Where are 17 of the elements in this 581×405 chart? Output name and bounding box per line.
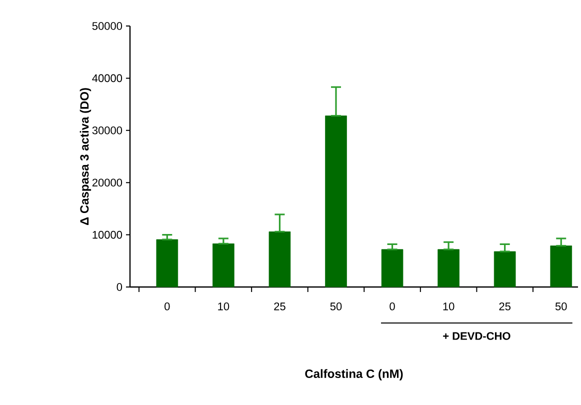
x-tick-label: 10 xyxy=(443,302,454,310)
x-tick-label: 50 xyxy=(555,302,567,310)
y-tick-label: 40000 xyxy=(92,74,122,82)
y-axis-title: Δ Caspasa 3 activa (DO) xyxy=(80,88,92,226)
x-tick-label: 0 xyxy=(164,302,170,310)
x-tick-label: 10 xyxy=(218,302,230,310)
x-tick-label: 50 xyxy=(330,302,342,310)
x-tick-label: 25 xyxy=(499,302,510,310)
y-tick-label: 30000 xyxy=(92,126,122,134)
y-tick-label: 0 xyxy=(116,283,122,291)
x-tick-label: 25 xyxy=(274,302,286,310)
y-tick-label: 20000 xyxy=(92,178,122,186)
x-tick-label: 0 xyxy=(390,302,395,310)
x-axis-title: Calfostina C (nM) xyxy=(305,369,403,380)
text: + DEVD-CHO xyxy=(443,332,510,340)
y-tick-label: 50000 xyxy=(92,22,122,30)
y-tick-label: 10000 xyxy=(92,230,122,239)
